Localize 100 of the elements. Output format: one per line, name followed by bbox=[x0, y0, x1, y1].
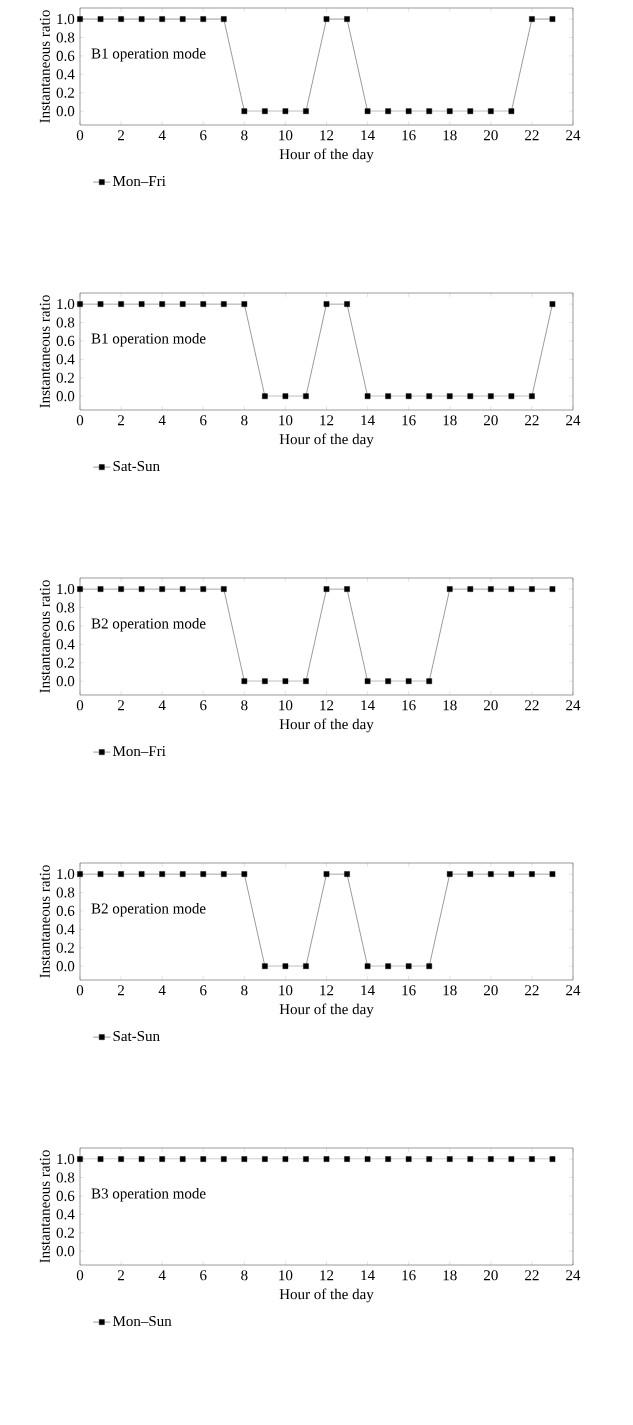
y-axis-title: Instantaneous ratio bbox=[39, 295, 50, 408]
y-tick-label: 0.6 bbox=[56, 335, 75, 347]
x-tick-label: 4 bbox=[158, 1270, 166, 1281]
legend-label: Mon–Sun bbox=[112, 1316, 172, 1327]
x-tick-label: 22 bbox=[525, 700, 539, 711]
y-axis-title: Instantaneous ratio bbox=[39, 1150, 50, 1263]
y-tick-label: 0.2 bbox=[56, 657, 74, 668]
x-tick-label: 16 bbox=[402, 130, 416, 141]
y-tick-label: 0.4 bbox=[56, 1209, 75, 1220]
x-tick-label: 22 bbox=[525, 130, 539, 141]
x-tick-label: 0 bbox=[76, 130, 84, 141]
y-tick-label: 0.4 bbox=[56, 639, 75, 650]
x-tick-label: 0 bbox=[76, 1270, 84, 1281]
y-tick-label: 0.2 bbox=[56, 372, 74, 383]
x-tick-label: 18 bbox=[443, 700, 457, 711]
x-tick-label: 2 bbox=[117, 130, 124, 141]
y-tick-label: 0.6 bbox=[56, 620, 75, 632]
y-tick-label: 0.8 bbox=[56, 32, 75, 43]
x-tick-label: 10 bbox=[279, 1270, 293, 1281]
y-axis-title: Instantaneous ratio bbox=[39, 865, 50, 978]
x-tick-label: 24 bbox=[566, 1270, 581, 1281]
annotation: B2 operation mode bbox=[91, 903, 206, 917]
x-tick-label: 24 bbox=[566, 415, 581, 426]
x-tick-label: 6 bbox=[200, 130, 207, 141]
x-tick-label: 6 bbox=[200, 985, 207, 996]
annotation: B3 operation mode bbox=[91, 1188, 206, 1202]
x-tick-label: 14 bbox=[361, 985, 375, 996]
x-tick-label: 18 bbox=[443, 415, 457, 426]
y-tick-label: 0.0 bbox=[56, 676, 75, 687]
x-tick-label: 6 bbox=[200, 415, 207, 426]
x-tick-label: 18 bbox=[443, 1270, 457, 1281]
x-tick-label: 12 bbox=[320, 130, 334, 141]
x-tick-label: 20 bbox=[483, 130, 498, 141]
x-tick-label: 10 bbox=[279, 415, 293, 426]
y-tick-label: 0.4 bbox=[56, 354, 75, 365]
x-tick-label: 12 bbox=[320, 1270, 334, 1281]
x-tick-label: 24 bbox=[566, 985, 581, 996]
x-tick-label: 8 bbox=[241, 130, 248, 141]
x-tick-label: 8 bbox=[241, 985, 248, 996]
y-tick-label: 1.0 bbox=[57, 13, 75, 25]
y-tick-label: 0.2 bbox=[56, 87, 74, 98]
y-tick-label: 0.6 bbox=[56, 1190, 75, 1202]
legend-label: Mon–Fri bbox=[112, 746, 166, 757]
annotation: B2 operation mode bbox=[91, 618, 206, 632]
x-tick-label: 6 bbox=[200, 1270, 207, 1281]
x-tick-label: 2 bbox=[117, 985, 124, 996]
x-tick-label: 14 bbox=[361, 130, 375, 141]
x-tick-label: 4 bbox=[158, 700, 166, 711]
x-axis-title: Hour of the day bbox=[279, 148, 374, 163]
y-axis-title: Instantaneous ratio bbox=[39, 10, 50, 123]
x-tick-label: 18 bbox=[443, 130, 457, 141]
x-tick-label: 12 bbox=[320, 985, 334, 996]
x-tick-label: 0 bbox=[76, 700, 84, 711]
y-tick-label: 0.8 bbox=[56, 1172, 75, 1183]
x-tick-label: 24 bbox=[566, 130, 581, 141]
x-tick-label: 14 bbox=[361, 700, 375, 711]
x-tick-label: 8 bbox=[241, 415, 248, 426]
y-tick-label: 0.0 bbox=[56, 106, 75, 117]
x-tick-label: 6 bbox=[200, 700, 207, 711]
x-tick-label: 0 bbox=[76, 985, 84, 996]
x-tick-label: 8 bbox=[241, 1270, 248, 1281]
x-tick-label: 2 bbox=[117, 415, 124, 426]
y-tick-label: 0.8 bbox=[56, 602, 75, 613]
x-tick-label: 4 bbox=[158, 130, 166, 141]
x-tick-label: 14 bbox=[361, 415, 375, 426]
x-tick-label: 20 bbox=[483, 1270, 498, 1281]
y-tick-label: 0.8 bbox=[56, 317, 75, 328]
x-tick-label: 14 bbox=[361, 1270, 375, 1281]
x-tick-label: 0 bbox=[76, 415, 84, 426]
x-axis-title: Hour of the day bbox=[279, 1288, 374, 1303]
annotation: B1 operation mode bbox=[91, 48, 206, 62]
x-tick-label: 4 bbox=[158, 415, 166, 426]
y-tick-label: 1.0 bbox=[57, 868, 75, 880]
y-tick-label: 0.2 bbox=[56, 1227, 74, 1238]
y-tick-label: 0.0 bbox=[56, 391, 75, 402]
x-tick-label: 20 bbox=[483, 985, 498, 996]
x-tick-label: 2 bbox=[117, 1270, 124, 1281]
x-tick-label: 24 bbox=[566, 700, 581, 711]
x-axis-title: Hour of the day bbox=[279, 433, 374, 448]
x-tick-label: 16 bbox=[402, 415, 416, 426]
x-tick-label: 12 bbox=[320, 700, 334, 711]
x-tick-label: 16 bbox=[402, 985, 416, 996]
x-tick-label: 10 bbox=[279, 130, 293, 141]
y-tick-label: 1.0 bbox=[57, 1153, 75, 1165]
y-tick-label: 1.0 bbox=[57, 298, 75, 310]
x-tick-label: 2 bbox=[117, 700, 124, 711]
x-axis-title: Hour of the day bbox=[279, 1003, 374, 1018]
y-tick-label: 1.0 bbox=[57, 583, 75, 595]
x-tick-label: 22 bbox=[525, 415, 539, 426]
y-tick-label: 0.0 bbox=[56, 1246, 75, 1257]
y-tick-label: 0.6 bbox=[56, 905, 75, 917]
legend-label: Mon–Fri bbox=[112, 176, 166, 187]
y-tick-label: 0.0 bbox=[56, 961, 75, 972]
x-tick-label: 10 bbox=[279, 700, 293, 711]
x-tick-label: 12 bbox=[320, 415, 334, 426]
y-tick-label: 0.6 bbox=[56, 50, 75, 62]
x-tick-label: 8 bbox=[241, 700, 248, 711]
x-tick-label: 22 bbox=[525, 985, 539, 996]
x-axis-title: Hour of the day bbox=[279, 718, 374, 733]
y-tick-label: 0.2 bbox=[56, 942, 74, 953]
